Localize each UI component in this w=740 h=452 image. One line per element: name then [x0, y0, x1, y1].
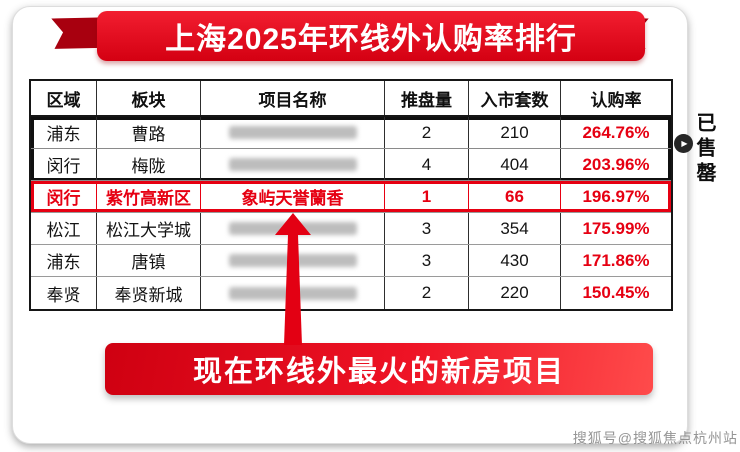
table-row: 闵行 梅陇 4 404 203.96% — [31, 149, 671, 181]
rate-cell: 203.96% — [582, 154, 650, 174]
play-glyph: ▶ — [681, 139, 688, 148]
launches-cell: 2 — [385, 117, 469, 148]
table-row: 奉贤 奉贤新城 2 220 150.45% — [31, 277, 671, 309]
blurred-project-name — [228, 126, 357, 139]
ranking-card: 上海2025年环线外认购率排行 区域 板块 项目名称 推盘量 入市套数 认购率 浦东 曹路 2… — [12, 6, 688, 444]
watermark: 搜狐号@搜狐焦点杭州站 — [572, 430, 738, 446]
rate-cell: 150.45% — [582, 283, 650, 302]
sector-cell: 梅陇 — [97, 149, 201, 180]
units-cell: 220 — [469, 277, 561, 309]
launches-cell: 2 — [385, 277, 469, 309]
page-title: 上海2025年环线外认购率排行 — [165, 23, 577, 56]
project-cell: 象屿天誉蘭香 — [201, 181, 385, 212]
soldout-group: 浦东 曹路 2 210 264.76% 闵行 梅陇 4 404 203.96% — [31, 117, 671, 181]
ranking-table: 区域 板块 项目名称 推盘量 入市套数 认购率 浦东 曹路 2 210 264.76% 闵行 梅陇 4 4… — [29, 79, 673, 311]
launches-cell: 3 — [385, 213, 469, 244]
rate-cell: 196.97% — [582, 186, 650, 206]
table-row: 浦东 曹路 2 210 264.76% — [31, 117, 671, 149]
units-cell: 430 — [469, 245, 561, 276]
launches-cell: 1 — [385, 181, 469, 212]
region-cell: 闵行 — [31, 149, 97, 180]
rate-cell: 264.76% — [582, 122, 650, 142]
region-cell: 松江 — [31, 213, 97, 244]
units-cell: 210 — [469, 117, 561, 148]
project-cell — [201, 149, 385, 180]
sector-cell: 曹路 — [97, 117, 201, 148]
blurred-project-name — [228, 158, 357, 171]
units-cell: 66 — [469, 181, 561, 212]
title-banner: 上海2025年环线外认购率排行 — [97, 11, 645, 61]
sector-cell: 唐镇 — [97, 245, 201, 276]
table-row: 松江 松江大学城 3 354 175.99% — [31, 213, 671, 245]
sector-cell: 松江大学城 — [97, 213, 201, 244]
region-cell: 奉贤 — [31, 277, 97, 309]
table-body: 浦东 曹路 2 210 264.76% 闵行 梅陇 4 404 203.96% 闵行 紫竹高新区 象屿天… — [31, 117, 671, 309]
rate-cell: 171.86% — [582, 250, 650, 270]
launches-cell: 3 — [385, 245, 469, 276]
column-header: 推盘量 — [385, 81, 469, 115]
sector-cell: 紫竹高新区 — [97, 181, 201, 212]
column-header: 项目名称 — [201, 81, 385, 115]
region-cell: 闵行 — [31, 181, 97, 212]
rate-cell: 175.99% — [582, 218, 650, 238]
callout-banner: 现在环线外最火的新房项目 — [105, 343, 653, 395]
soldout-label: 已售罄 — [693, 112, 715, 187]
launches-cell: 4 — [385, 149, 469, 180]
table-row: 浦东 唐镇 3 430 171.86% — [31, 245, 671, 277]
table-header-row: 区域 板块 项目名称 推盘量 入市套数 认购率 — [31, 81, 671, 117]
project-cell — [201, 117, 385, 148]
play-icon[interactable]: ▶ — [674, 134, 693, 153]
units-cell: 354 — [469, 213, 561, 244]
arrow-up-icon — [275, 213, 311, 345]
region-cell: 浦东 — [31, 117, 97, 148]
sector-cell: 奉贤新城 — [97, 277, 201, 309]
column-header: 板块 — [97, 81, 201, 115]
callout-text: 现在环线外最火的新房项目 — [192, 356, 565, 388]
units-cell: 404 — [469, 149, 561, 180]
region-cell: 浦东 — [31, 245, 97, 276]
column-header: 区域 — [31, 81, 97, 115]
column-header: 入市套数 — [469, 81, 561, 115]
column-header: 认购率 — [590, 90, 642, 110]
table-row-highlighted: 闵行 紫竹高新区 象屿天誉蘭香 1 66 196.97% — [31, 181, 671, 213]
